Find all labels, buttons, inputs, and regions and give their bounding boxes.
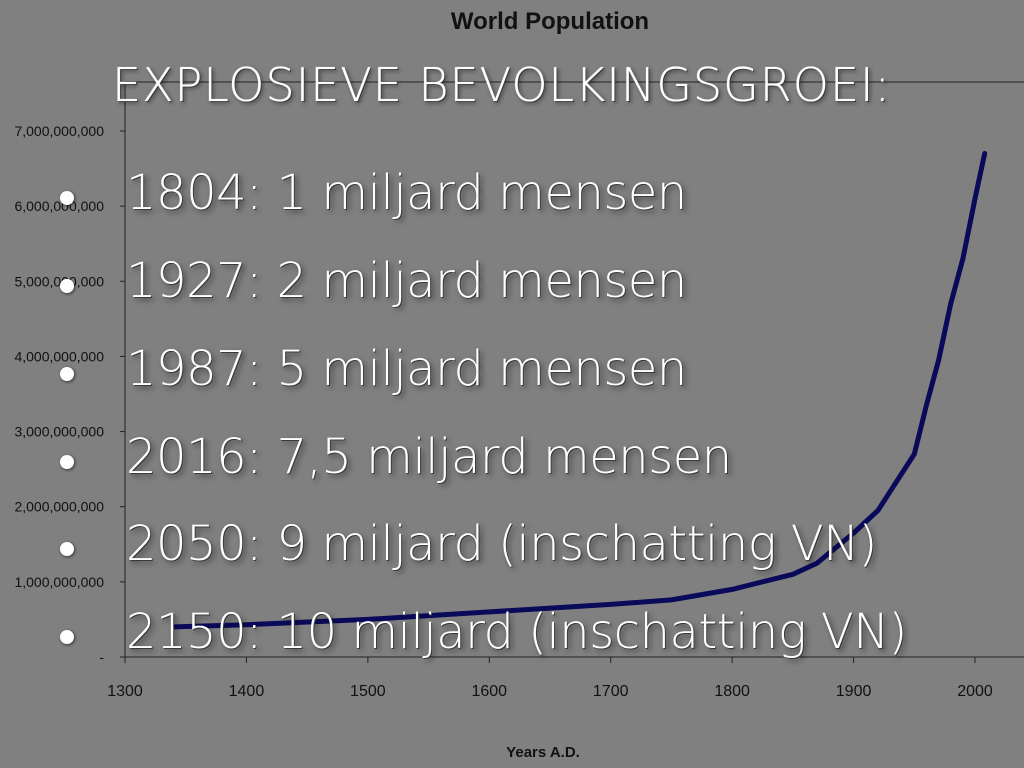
y-tick-group: - 1,000,000,000 2,000,000,000 3,000,000,000… bbox=[14, 123, 125, 665]
bullet-text: 1987: 5 miljard mensen bbox=[126, 341, 687, 397]
bullet-dot-icon bbox=[60, 367, 74, 381]
bullet-text: 1927: 2 miljard mensen bbox=[126, 253, 687, 309]
bullet-dot-icon bbox=[60, 630, 74, 644]
x-tick-label: 2000 bbox=[957, 683, 993, 700]
bullet-dot-icon bbox=[60, 542, 74, 556]
bullet-text: 1804: 1 miljard mensen bbox=[126, 165, 687, 221]
x-tick-label: 1900 bbox=[836, 683, 872, 700]
bullet-text: 2150: 10 miljard (inschatting VN) bbox=[126, 604, 907, 660]
y-tick-label: 4,000,000,000 bbox=[14, 348, 104, 364]
bullet-text: 2050: 9 miljard (inschatting VN) bbox=[126, 516, 877, 572]
x-tick-label: 1700 bbox=[593, 683, 629, 700]
y-tick-label: 6,000,000,000 bbox=[14, 198, 104, 214]
slide-heading: Explosieve bevolkingsgroei: bbox=[112, 58, 892, 112]
y-tick-label: 1,000,000,000 bbox=[14, 574, 104, 590]
y-tick-label: - bbox=[99, 649, 104, 665]
x-axis-label: Years A.D. bbox=[506, 744, 580, 761]
chart-title: World Population bbox=[450, 8, 650, 35]
bullet-dot-icon bbox=[60, 191, 74, 205]
x-tick-label: 1300 bbox=[107, 683, 143, 700]
bullet-text: 2016: 7,5 miljard mensen bbox=[126, 429, 732, 485]
x-tick-label: 1800 bbox=[714, 683, 750, 700]
x-tick-group: 1300 1400 1500 1600 1700 1800 1900 2000 bbox=[107, 657, 993, 700]
bullet-dot-icon bbox=[60, 279, 74, 293]
x-tick-label: 1600 bbox=[471, 683, 507, 700]
x-tick-label: 1400 bbox=[229, 683, 265, 700]
y-tick-label: 5,000,000,000 bbox=[14, 273, 104, 289]
y-tick-label: 3,000,000,000 bbox=[14, 424, 104, 440]
y-tick-label: 7,000,000,000 bbox=[14, 123, 104, 139]
plot-area bbox=[124, 81, 1024, 658]
series-layer bbox=[171, 151, 988, 630]
x-tick-label: 1500 bbox=[350, 683, 386, 700]
bullet-dot-icon bbox=[60, 455, 74, 469]
y-tick-label: 2,000,000,000 bbox=[14, 499, 104, 515]
population-line bbox=[171, 151, 988, 630]
